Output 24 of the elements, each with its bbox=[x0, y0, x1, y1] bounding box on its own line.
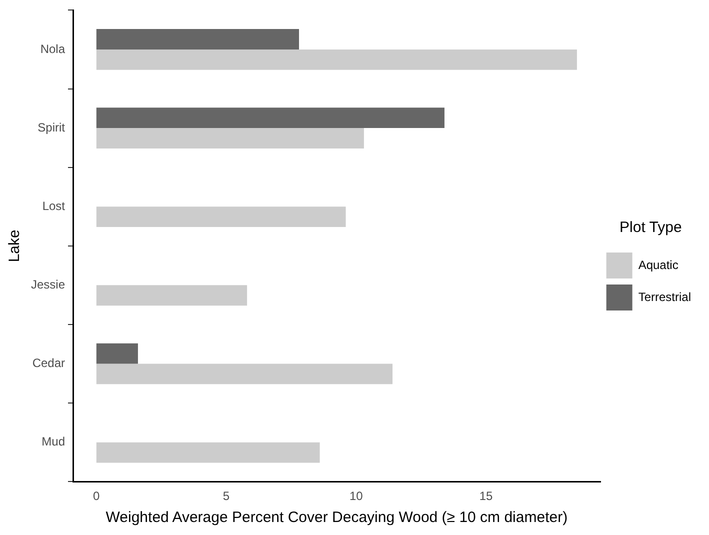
bar bbox=[96, 108, 444, 128]
bar bbox=[96, 29, 300, 50]
bar bbox=[96, 285, 248, 306]
legend-label: Terrestrial bbox=[638, 290, 692, 304]
bar bbox=[96, 364, 393, 384]
bar bbox=[96, 206, 346, 228]
legend-label: Aquatic bbox=[638, 258, 678, 272]
y-tick-label: Cedar bbox=[32, 356, 66, 370]
x-axis-title: Weighted Average Percent Cover Decaying Wood (≥ 10 cm diameter) bbox=[106, 509, 568, 526]
bar bbox=[96, 128, 364, 148]
y-tick-label: Mud bbox=[42, 434, 66, 449]
y-axis-title: Lake bbox=[6, 230, 24, 262]
x-tick-label: 15 bbox=[479, 489, 494, 504]
y-tick-label: Nola bbox=[40, 42, 66, 56]
x-tick-label: 10 bbox=[349, 489, 364, 504]
legend-title: Plot Type bbox=[620, 219, 682, 236]
y-tick-label: Spirit bbox=[38, 120, 66, 134]
y-tick-label: Lost bbox=[42, 198, 66, 213]
y-tick-label: Jessie bbox=[31, 277, 66, 292]
bar bbox=[96, 49, 577, 70]
x-tick-label: 0 bbox=[93, 489, 100, 504]
bar bbox=[96, 343, 138, 364]
bar bbox=[96, 442, 320, 463]
x-tick-label: 5 bbox=[222, 489, 230, 504]
